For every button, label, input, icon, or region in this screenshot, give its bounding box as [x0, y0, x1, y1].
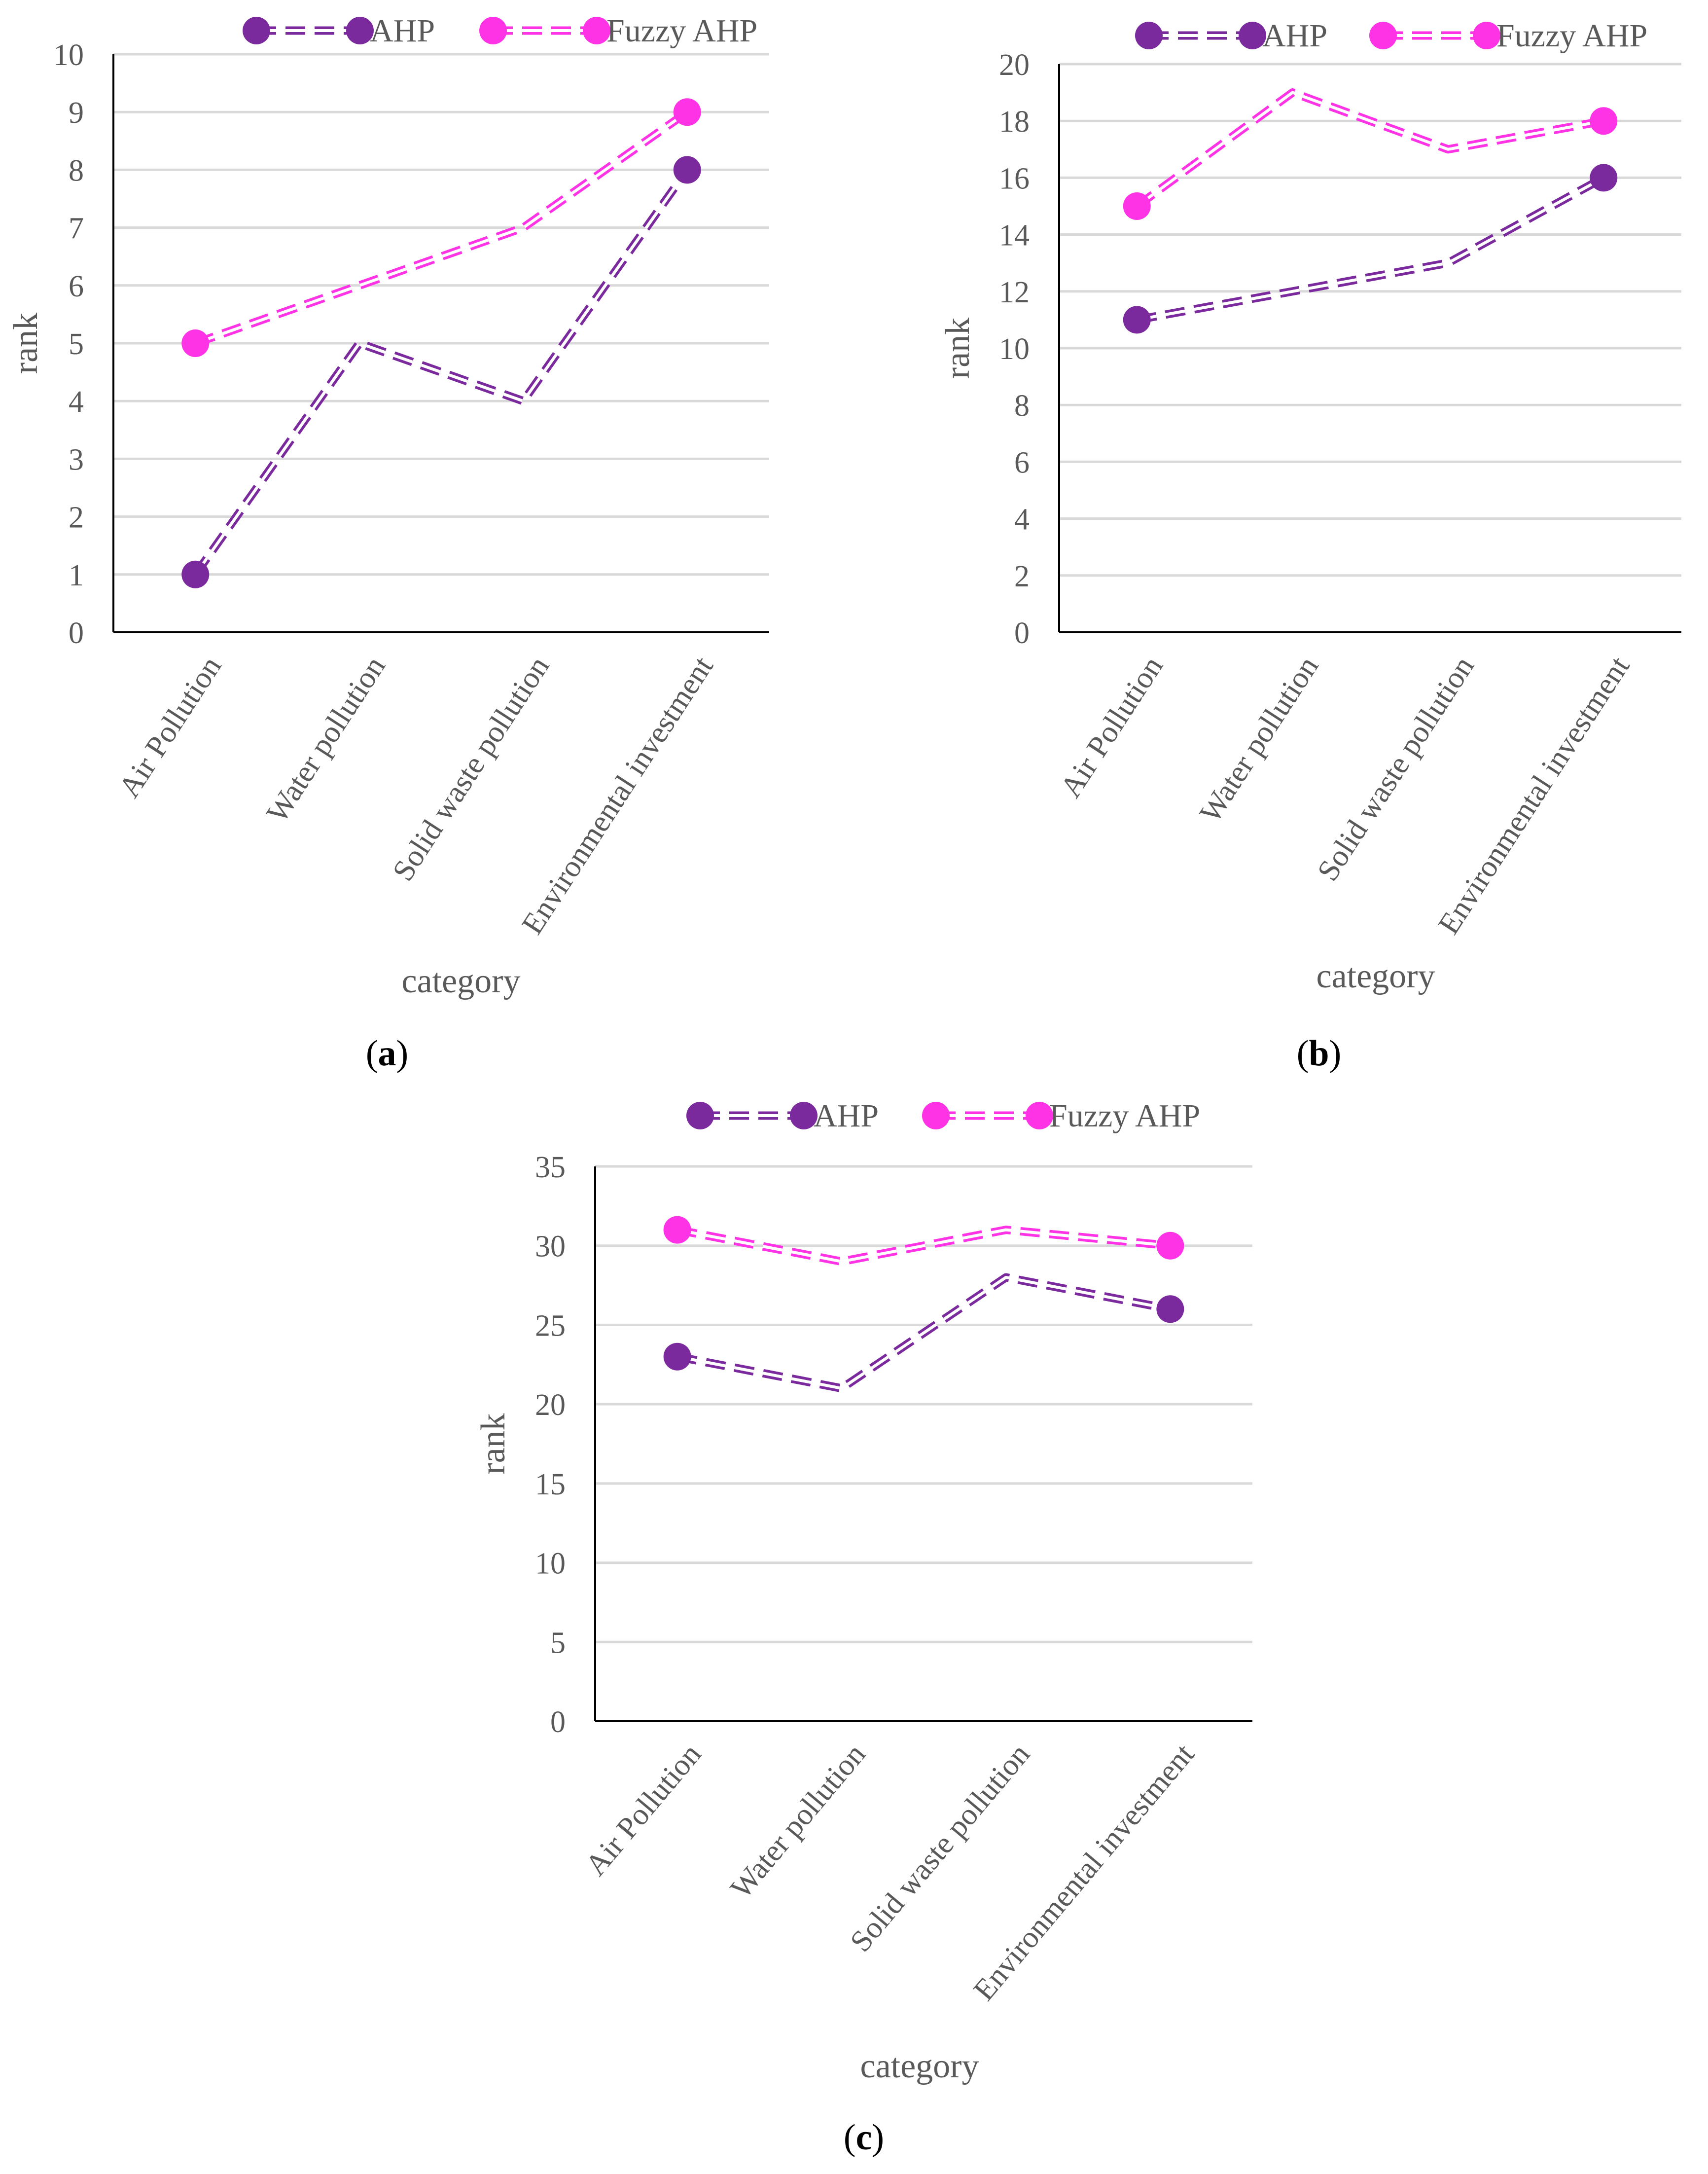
- legend-marker: [346, 17, 374, 44]
- y-tick-label: 5: [69, 327, 84, 361]
- y-tick-label: 30: [535, 1230, 566, 1264]
- legend-marker: [479, 17, 507, 44]
- data-point-marker: [673, 156, 701, 184]
- data-point-marker: [1590, 164, 1618, 192]
- legend-marker: [583, 17, 610, 44]
- x-axis-title: category: [402, 962, 521, 1000]
- y-tick-label: 10: [999, 332, 1030, 366]
- y-tick-label: 1: [69, 559, 84, 592]
- y-tick-label: 6: [69, 270, 84, 303]
- y-tick-label: 8: [1014, 389, 1030, 423]
- legend-marker: [790, 1102, 818, 1129]
- legend-label-ahp: AHP: [814, 1098, 879, 1134]
- y-tick-label: 2: [69, 501, 84, 535]
- data-point-marker: [1590, 107, 1618, 135]
- y-tick-label: 8: [69, 154, 84, 187]
- data-point-marker: [663, 1342, 691, 1371]
- y-tick-label: 0: [69, 616, 84, 650]
- y-tick-label: 12: [999, 276, 1030, 309]
- x-tick-label: Solid waste pollution: [386, 651, 556, 887]
- x-tick-label: Air Pollution: [579, 1738, 708, 1882]
- series-line-ahp-outline: [1136, 174, 1606, 324]
- data-point-marker: [181, 329, 210, 357]
- y-axis-title: rank: [939, 318, 977, 379]
- legend-label-ahp: AHP: [370, 13, 435, 49]
- legend-label-fuzzy-ahp: Fuzzy AHP: [1496, 18, 1647, 54]
- y-tick-label: 10: [53, 38, 84, 72]
- x-tick-label: Water pollution: [1193, 651, 1325, 829]
- legend-marker: [1239, 22, 1266, 49]
- data-point-marker: [673, 98, 701, 126]
- y-axis-title: rank: [7, 313, 45, 374]
- data-point-marker: [1123, 306, 1151, 334]
- series-line-ahp: [676, 1273, 1172, 1393]
- series-line-fuzzy-ahp: [194, 109, 690, 348]
- y-tick-label: 3: [69, 443, 84, 476]
- panel-label: (c): [844, 2117, 884, 2158]
- y-tick-label: 5: [550, 1626, 566, 1660]
- y-tick-label: 0: [550, 1705, 566, 1739]
- y-tick-label: 2: [1014, 560, 1030, 593]
- data-point-marker: [181, 560, 210, 588]
- y-tick-label: 25: [535, 1309, 566, 1342]
- x-tick-label: Air Pollution: [1054, 651, 1169, 803]
- y-tick-label: 0: [1014, 616, 1030, 650]
- panel-label: (b): [1297, 1033, 1341, 1074]
- y-tick-label: 20: [999, 48, 1030, 82]
- legend-label-ahp: AHP: [1262, 18, 1327, 54]
- y-tick-label: 7: [69, 212, 84, 246]
- y-tick-label: 9: [69, 96, 84, 130]
- series-line-fuzzy-ahp: [676, 1226, 1171, 1266]
- y-tick-label: 20: [535, 1388, 566, 1422]
- y-axis-title: rank: [474, 1413, 512, 1474]
- data-point-marker: [663, 1216, 691, 1244]
- chart-panel-a: 0 1 2 3 4 5 6 7 8 9 10 Air Pollution Water pollution…: [7, 13, 769, 1074]
- y-tick-label: 14: [999, 219, 1030, 253]
- data-point-marker: [1123, 192, 1151, 220]
- y-tick-label: 18: [999, 105, 1030, 139]
- y-tick-label: 15: [535, 1468, 566, 1501]
- legend-marker: [922, 1102, 950, 1129]
- y-tick-label: 4: [1014, 503, 1030, 537]
- series-line-fuzzy-ahp-core: [677, 1228, 1171, 1263]
- series-line-fuzzy-ahp-outline: [1134, 88, 1604, 210]
- y-tick-label: 35: [535, 1151, 566, 1184]
- y-tick-label: 10: [535, 1547, 566, 1581]
- y-tick-label: 6: [1014, 446, 1030, 479]
- legend-marker: [1026, 1102, 1053, 1129]
- data-point-marker: [1156, 1232, 1184, 1260]
- legend-label-fuzzy-ahp: Fuzzy AHP: [1049, 1098, 1200, 1134]
- x-axis-title: category: [860, 2047, 979, 2085]
- x-tick-label: Water pollution: [260, 651, 392, 829]
- series-line-fuzzy-ahp: [1134, 88, 1604, 210]
- legend-label-fuzzy-ahp: Fuzzy AHP: [606, 13, 757, 49]
- y-tick-label: 4: [69, 385, 84, 419]
- y-tick-label: 16: [999, 162, 1030, 195]
- series-line-ahp-outline: [192, 167, 691, 577]
- series-line-ahp-core: [677, 1276, 1171, 1390]
- x-tick-label: Water pollution: [724, 1738, 872, 1905]
- chart-panel-c: 0 5 10 15 20 25 30 35 Air Pollution Water polluti…: [474, 1098, 1252, 2158]
- series-line-ahp: [192, 167, 691, 577]
- legend-marker: [1369, 22, 1397, 49]
- legend-marker: [243, 17, 270, 44]
- legend-marker: [1135, 22, 1163, 49]
- legend-marker: [686, 1102, 714, 1129]
- legend-marker: [1473, 22, 1500, 49]
- x-tick-label: Solid waste pollution: [844, 1738, 1036, 1958]
- series-line-fuzzy-ahp-core: [1136, 91, 1604, 208]
- x-axis-title: category: [1317, 957, 1435, 995]
- chart-panel-b: 0 2 4 6 8 10 12 14 16 18 20 Air Pollution Water poll…: [939, 18, 1681, 1074]
- data-point-marker: [1156, 1295, 1184, 1323]
- x-tick-label: Environmental investment: [515, 651, 719, 940]
- series-line-ahp-core: [194, 169, 689, 576]
- x-tick-label: Solid waste pollution: [1311, 651, 1481, 887]
- series-line-ahp-core: [1137, 176, 1604, 322]
- x-tick-label: Air Pollution: [112, 651, 228, 803]
- series-line-fuzzy-ahp-core: [195, 110, 688, 345]
- panel-label: (a): [366, 1033, 408, 1074]
- series-line-ahp: [1136, 174, 1606, 324]
